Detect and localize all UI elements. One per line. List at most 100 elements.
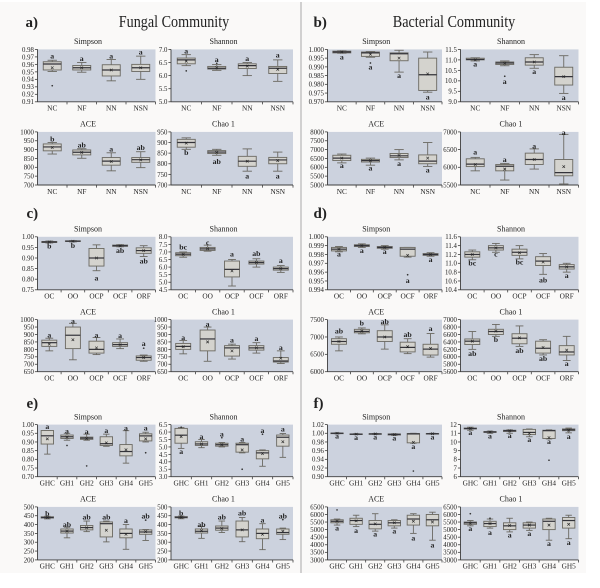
svg-text:NC: NC <box>181 104 191 113</box>
svg-text:ACE: ACE <box>80 495 96 504</box>
svg-text:a: a <box>397 159 401 168</box>
svg-text:6000: 6000 <box>443 354 457 361</box>
svg-text:11.4: 11.4 <box>445 243 457 250</box>
svg-text:a: a <box>45 422 49 431</box>
svg-text:a: a <box>335 432 339 441</box>
svg-text:Chao 1: Chao 1 <box>500 495 523 504</box>
svg-text:6600: 6600 <box>443 332 457 339</box>
svg-text:a: a <box>527 435 531 444</box>
svg-text:Simpson: Simpson <box>362 37 390 46</box>
svg-text:350: 350 <box>24 531 35 538</box>
svg-text:NSN: NSN <box>270 187 285 196</box>
svg-text:a: a <box>85 427 89 436</box>
svg-text:10.8: 10.8 <box>445 270 457 277</box>
svg-text:11.2: 11.2 <box>445 252 457 259</box>
svg-text:a: a <box>245 54 249 63</box>
svg-text:900: 900 <box>157 140 168 147</box>
svg-text:a: a <box>488 432 492 441</box>
svg-text:NC: NC <box>47 187 57 196</box>
svg-text:3500: 3500 <box>443 550 457 557</box>
svg-text:OC: OC <box>334 292 344 301</box>
svg-text:0.92: 0.92 <box>22 92 34 99</box>
svg-text:GH2: GH2 <box>503 562 518 571</box>
svg-text:7.5: 7.5 <box>159 242 168 249</box>
svg-text:9.0: 9.0 <box>448 99 457 106</box>
svg-text:6000: 6000 <box>443 165 457 172</box>
svg-text:a: a <box>473 60 477 69</box>
svg-text:Chao 1: Chao 1 <box>500 307 523 316</box>
svg-text:ab: ab <box>197 520 206 529</box>
svg-text:OCP: OCP <box>378 374 392 383</box>
svg-text:OCF: OCF <box>113 374 127 383</box>
svg-text:GH5: GH5 <box>562 479 577 488</box>
svg-text:GH3: GH3 <box>522 562 537 571</box>
svg-text:a: a <box>373 530 377 539</box>
svg-text:OO: OO <box>357 292 368 301</box>
svg-text:0.94: 0.94 <box>312 457 324 464</box>
svg-text:GH2: GH2 <box>215 479 230 488</box>
svg-text:Chao 1: Chao 1 <box>212 495 235 504</box>
svg-text:0.999: 0.999 <box>309 243 325 250</box>
svg-text:a: a <box>488 528 492 537</box>
svg-text:6.0: 6.0 <box>159 429 168 436</box>
svg-text:6000: 6000 <box>310 512 324 519</box>
svg-text:850: 850 <box>24 339 35 346</box>
svg-text:750: 750 <box>157 172 168 179</box>
svg-text:0.996: 0.996 <box>309 270 325 277</box>
svg-text:0.80: 0.80 <box>22 277 34 284</box>
svg-text:GH1: GH1 <box>483 479 498 488</box>
svg-text:OCF: OCF <box>113 292 127 301</box>
svg-text:GHC: GHC <box>329 479 345 488</box>
svg-text:0.95: 0.95 <box>22 245 34 252</box>
svg-text:NF: NF <box>77 187 86 196</box>
svg-text:Chao 1: Chao 1 <box>500 120 523 129</box>
svg-text:a: a <box>50 52 54 61</box>
svg-text:GH4: GH4 <box>119 562 134 571</box>
svg-text:6.0: 6.0 <box>159 73 168 80</box>
svg-text:5500: 5500 <box>310 519 324 526</box>
svg-text:ORF: ORF <box>274 292 288 301</box>
svg-text:8.0: 8.0 <box>159 234 168 241</box>
svg-text:NF: NF <box>212 187 221 196</box>
svg-text:a: a <box>206 320 210 329</box>
svg-text:6500: 6500 <box>310 156 324 163</box>
svg-text:ab: ab <box>515 346 524 355</box>
svg-text:700: 700 <box>24 362 35 369</box>
svg-text:NC: NC <box>470 187 480 196</box>
svg-text:450: 450 <box>24 513 35 520</box>
svg-text:6200: 6200 <box>443 347 457 354</box>
svg-text:GH1: GH1 <box>349 562 364 571</box>
svg-text:NN: NN <box>106 187 117 196</box>
svg-text:950: 950 <box>157 129 168 136</box>
svg-text:0.995: 0.995 <box>309 278 325 285</box>
svg-text:GH4: GH4 <box>406 479 421 488</box>
svg-text:7000: 7000 <box>310 147 324 154</box>
svg-text:a: a <box>562 93 566 102</box>
svg-text:9.5: 9.5 <box>448 89 457 96</box>
svg-text:a: a <box>281 424 285 433</box>
svg-text:a: a <box>109 52 113 61</box>
svg-text:OO: OO <box>491 374 502 383</box>
svg-text:10.4: 10.4 <box>445 287 457 294</box>
svg-text:a: a <box>340 52 344 61</box>
svg-text:OCP: OCP <box>225 374 239 383</box>
svg-text:a: a <box>562 128 566 137</box>
svg-text:b: b <box>184 148 189 157</box>
svg-text:bc: bc <box>516 258 524 267</box>
svg-text:5000: 5000 <box>310 182 324 189</box>
svg-text:NC: NC <box>181 187 191 196</box>
svg-text:0.975: 0.975 <box>309 90 325 97</box>
svg-text:1.02: 1.02 <box>312 422 324 429</box>
svg-text:ab: ab <box>78 140 87 149</box>
svg-text:Shannon: Shannon <box>210 37 238 46</box>
svg-text:Fungal Community: Fungal Community <box>119 12 230 31</box>
svg-text:OCF: OCF <box>536 374 550 383</box>
svg-text:a: a <box>279 256 283 265</box>
svg-text:a: a <box>184 47 188 56</box>
svg-text:0.75: 0.75 <box>22 465 34 472</box>
svg-text:GH1: GH1 <box>483 562 498 571</box>
svg-text:NF: NF <box>500 187 509 196</box>
svg-text:a: a <box>47 330 51 339</box>
svg-text:a: a <box>80 54 84 63</box>
svg-text:5000: 5000 <box>443 527 457 534</box>
